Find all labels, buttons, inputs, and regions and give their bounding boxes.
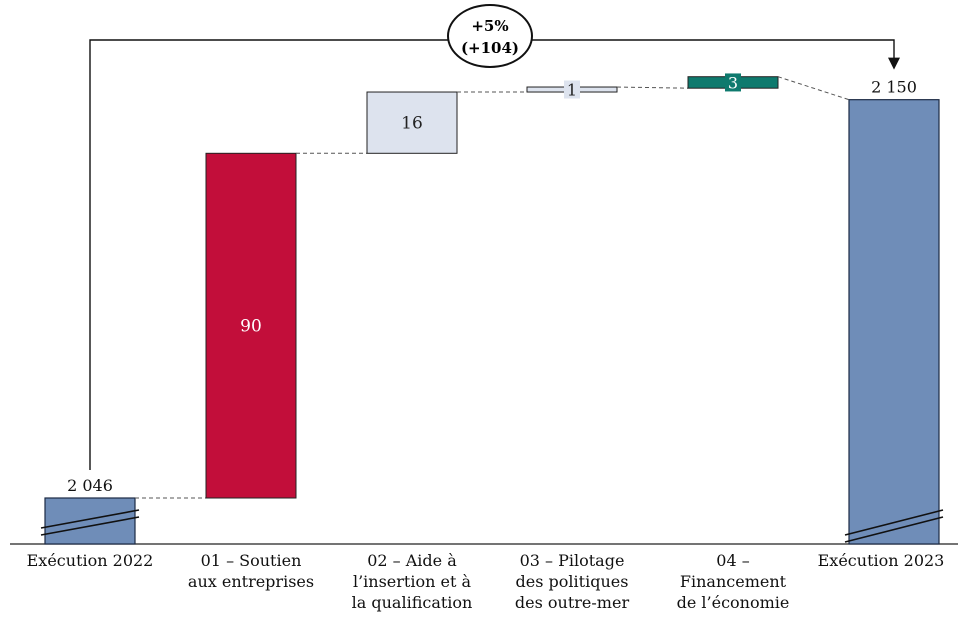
connector-end [777,76,850,101]
category-label-line: aux entreprises [187,572,315,591]
value-label-start: 2 046 [67,476,113,495]
value-label-box-step-3 [564,80,580,99]
category-label-4: 03 – Pilotage des politiques des outre-mer [487,550,657,613]
axis-break-mark-end-1 [844,509,944,536]
category-label-3: 02 – Aide à l’insertion et à la qualificat… [327,550,497,613]
axis-break-mark-start-1 [40,509,140,529]
change-arrow-head [888,57,900,70]
axis-break-mark-start-2 [40,516,140,536]
category-label-1: Exécution 2022 [5,550,175,571]
value-label-end: 2 150 [871,78,917,97]
bar-step-2 [366,91,458,154]
change-badge: +5% (+104) [447,4,533,68]
category-label-line: Exécution 2023 [817,551,945,570]
change-absolute-label: (+104) [460,39,520,57]
category-label-6: Exécution 2023 [796,550,966,571]
value-label-box-step-4 [725,73,741,92]
axis-break-mark-end-2 [844,516,944,543]
value-label-step-1: 90 [240,317,262,337]
category-label-line: 04 – [716,551,750,570]
category-label-2: 01 – Soutien aux entreprises [166,550,336,592]
category-label-line: des politiques [515,572,629,591]
bar-end [848,99,940,545]
value-label-step-2: 16 [401,114,423,134]
category-label-line: 01 – Soutien [200,551,302,570]
category-label-line: de l’économie [676,593,790,612]
category-label-line: Exécution 2022 [26,551,154,570]
category-label-5: 04 – Financement de l’économie [648,550,818,613]
category-label-line: Financement [679,572,787,591]
connector-4 [616,86,689,89]
category-label-line: l’insertion et à [352,572,472,591]
change-percent-label: +5% [471,17,509,35]
value-label-step-4: 3 [728,73,738,92]
bar-step-1 [205,152,297,499]
category-label-line: 03 – Pilotage [519,551,625,570]
value-label-step-3: 1 [567,81,577,100]
category-label-line: la qualification [351,593,473,612]
category-label-line: 02 – Aide à [367,551,457,570]
category-label-line: des outre-mer [514,593,630,612]
